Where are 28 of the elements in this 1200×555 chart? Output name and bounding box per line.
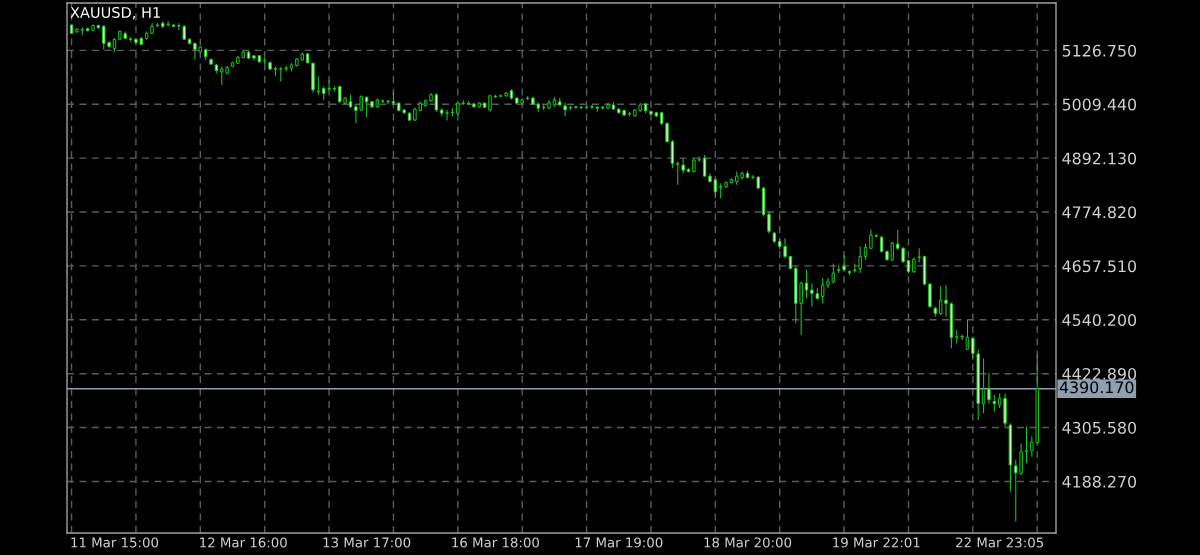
x-tick-label: 19 Mar 22:01: [833, 537, 920, 548]
y-tick-label: 5009.440: [1062, 98, 1137, 111]
candlestick: [670, 139, 675, 169]
candlestick: [981, 357, 986, 414]
candlestick: [316, 75, 321, 96]
y-tick-label: 4188.270: [1062, 475, 1137, 488]
x-tick-label: 18 Mar 20:00: [704, 537, 792, 548]
y-tick-label: 4657.510: [1062, 260, 1137, 273]
x-tick-label: 13 Mar 17:00: [323, 537, 411, 548]
y-tick-label: 5126.750: [1062, 44, 1137, 57]
x-tick-label: 16 Mar 18:00: [452, 537, 540, 548]
y-tick-label: 4892.130: [1062, 152, 1137, 165]
x-tick-label: 12 Mar 16:00: [200, 537, 287, 548]
y-tick-label: 4422.890: [1062, 367, 1137, 380]
x-tick-label: 11 Mar 15:00: [71, 537, 159, 548]
candlestick: [965, 319, 970, 351]
candlestick: [804, 269, 809, 299]
x-tick-label: 17 Mar 19:00: [575, 537, 663, 548]
y-tick-label: 4774.820: [1062, 206, 1137, 219]
candlestick: [858, 245, 862, 274]
candlestick: [928, 282, 932, 309]
y-tick-label: 4305.580: [1062, 421, 1137, 434]
candlestick: [1024, 425, 1029, 464]
candlestick: [987, 372, 991, 405]
x-tick-label: 22 Mar 23:05: [956, 537, 1044, 548]
ref-line-label: 4390.170: [1059, 381, 1134, 394]
y-tick-label: 4540.200: [1062, 314, 1137, 327]
chart-title: XAUUSD, H1: [70, 6, 160, 20]
